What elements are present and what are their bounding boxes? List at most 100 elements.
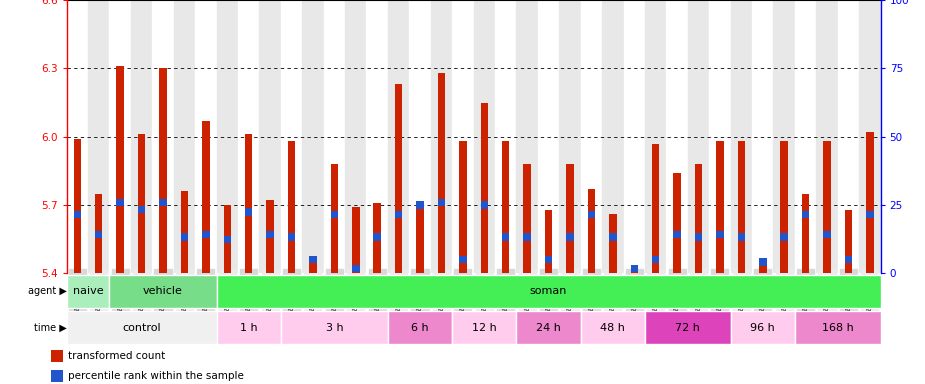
- Bar: [216, 311, 281, 344]
- Bar: [845, 210, 852, 273]
- Bar: [781, 141, 788, 273]
- Bar: [224, 236, 231, 243]
- Bar: [352, 265, 360, 273]
- Bar: [802, 210, 809, 218]
- Bar: [330, 164, 339, 273]
- Bar: [438, 73, 445, 273]
- Bar: [695, 233, 702, 241]
- Bar: [117, 199, 124, 207]
- Bar: [153, 0, 174, 273]
- Bar: [524, 164, 531, 273]
- Bar: [737, 233, 746, 241]
- Bar: [159, 199, 166, 207]
- Bar: [560, 0, 581, 273]
- Text: control: control: [122, 323, 161, 333]
- Bar: [431, 0, 452, 273]
- Bar: [781, 233, 788, 241]
- Text: 6 h: 6 h: [412, 323, 429, 333]
- Bar: [366, 0, 388, 273]
- Bar: [202, 231, 210, 238]
- Text: 12 h: 12 h: [472, 323, 497, 333]
- Text: vehicle: vehicle: [143, 286, 183, 296]
- Bar: [416, 202, 424, 209]
- Bar: [537, 0, 560, 273]
- Bar: [716, 141, 723, 273]
- Bar: [459, 256, 466, 263]
- Bar: [524, 233, 531, 241]
- Bar: [845, 256, 852, 263]
- Bar: [502, 141, 510, 273]
- Bar: [117, 66, 124, 273]
- Bar: [309, 256, 316, 263]
- Bar: [395, 84, 402, 273]
- Bar: [130, 0, 153, 273]
- Bar: [823, 141, 831, 273]
- Bar: [773, 0, 795, 273]
- Bar: [859, 0, 881, 273]
- Bar: [545, 210, 552, 273]
- Bar: [795, 311, 881, 344]
- Bar: [838, 0, 859, 273]
- Bar: [330, 210, 339, 218]
- Bar: [731, 311, 795, 344]
- Bar: [281, 0, 302, 273]
- Bar: [652, 256, 660, 263]
- Bar: [452, 0, 474, 273]
- Bar: [74, 210, 81, 218]
- Bar: [459, 141, 466, 273]
- Bar: [138, 134, 145, 273]
- Bar: [623, 0, 645, 273]
- Bar: [645, 311, 731, 344]
- Bar: [795, 0, 817, 273]
- Text: time ▶: time ▶: [34, 323, 67, 333]
- Bar: [388, 0, 410, 273]
- Bar: [266, 231, 274, 238]
- Bar: [67, 275, 109, 308]
- Bar: [288, 141, 295, 273]
- Text: soman: soman: [530, 286, 567, 296]
- Bar: [631, 265, 638, 273]
- Text: transformed count: transformed count: [68, 351, 165, 361]
- Bar: [481, 202, 488, 209]
- Bar: [609, 233, 617, 241]
- Text: agent ▶: agent ▶: [28, 286, 67, 296]
- Bar: [802, 194, 809, 273]
- Bar: [587, 210, 595, 218]
- Bar: [866, 210, 873, 218]
- Bar: [866, 132, 873, 273]
- Bar: [245, 134, 253, 273]
- Bar: [709, 0, 731, 273]
- Bar: [288, 233, 295, 241]
- Bar: [759, 258, 767, 266]
- Bar: [474, 0, 495, 273]
- Bar: [652, 144, 660, 273]
- Bar: [545, 256, 552, 263]
- Text: 48 h: 48 h: [600, 323, 625, 333]
- Bar: [388, 311, 452, 344]
- Bar: [666, 0, 688, 273]
- Bar: [309, 260, 316, 273]
- Bar: [51, 350, 63, 362]
- Bar: [180, 233, 188, 241]
- Bar: [74, 139, 81, 273]
- Bar: [752, 0, 773, 273]
- Bar: [731, 0, 752, 273]
- Bar: [352, 207, 360, 273]
- Bar: [716, 231, 723, 238]
- Bar: [502, 233, 510, 241]
- Bar: [51, 370, 63, 382]
- Bar: [823, 231, 831, 238]
- Text: 72 h: 72 h: [675, 323, 700, 333]
- Text: percentile rank within the sample: percentile rank within the sample: [68, 371, 243, 381]
- Bar: [174, 0, 195, 273]
- Bar: [302, 0, 324, 273]
- Bar: [495, 0, 516, 273]
- Bar: [695, 164, 702, 273]
- Bar: [566, 164, 574, 273]
- Text: 168 h: 168 h: [822, 323, 854, 333]
- Bar: [345, 0, 366, 273]
- Bar: [516, 311, 581, 344]
- Bar: [374, 233, 381, 241]
- Bar: [587, 189, 595, 273]
- Bar: [95, 231, 103, 238]
